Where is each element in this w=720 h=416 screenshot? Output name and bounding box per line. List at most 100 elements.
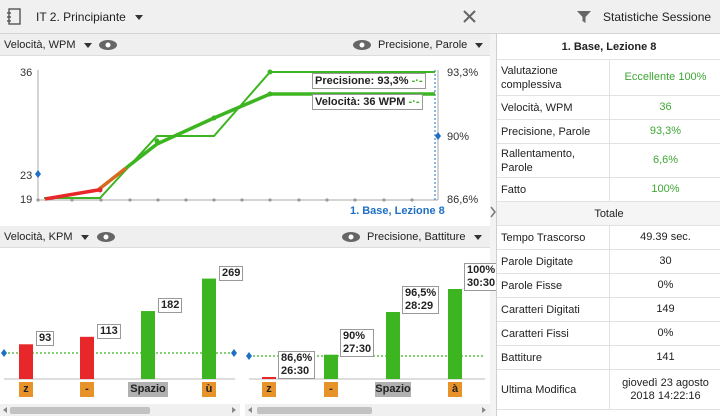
stats-row: Fatto 100% [497,178,720,202]
stats-row-value: 93,3% [609,120,720,143]
keystroke-key-3: à [448,382,462,397]
left-tick-36: 36 [20,67,32,79]
left-tick-23: 23 [20,170,32,182]
kpm-metric-selector[interactable]: Velocità, KPM [4,231,89,243]
filter-icon[interactable] [576,9,592,25]
close-icon[interactable] [463,10,476,23]
accuracy-tooltip-text: Precisione: 93,3% [315,75,409,87]
keystroke-scrollbar[interactable] [245,404,490,416]
keystroke-bar-1 [324,354,338,379]
accuracy-tooltip: Precisione: 93,3% -·- [312,73,426,89]
right-tick-86: 86,6% [447,194,478,206]
kpm-scrollbar[interactable] [0,404,240,416]
totals-row-value: 49.39 sec. [609,226,720,249]
speed-accuracy-line-chart: 36 23 19 93,3% 90% 86,6% 1. Base, Lezion… [20,67,478,217]
scroll-left-icon[interactable] [2,406,8,414]
eye-icon[interactable] [98,39,118,51]
speed-tooltip: Velocità: 36 WPM -·- [312,94,423,110]
keystroke-key-2: Spazio [375,382,411,397]
kpm-metric-label: Velocità, KPM [4,231,73,243]
totals-row: Caratteri Digitati 149 [497,298,720,322]
left-tick-19: 19 [20,194,32,206]
scroll-right-icon[interactable] [481,406,487,414]
totals-row-key: Parole Digitate [501,255,574,268]
kpm-chart-plot [1,278,237,380]
eye-icon[interactable] [352,39,372,51]
kpm-value-label-2: 182 [158,298,183,314]
accuracy-point [267,69,273,75]
totals-header-label: Totale [594,208,624,220]
keys-chart-toolbar: Velocità, KPM Precisione, Battiture [0,226,490,248]
kpm-key-3: ù [202,382,216,397]
totals-row: Ultima Modifica giovedì 23 agosto 2018 14… [497,370,720,410]
stats-row: Precisione, Parole 93,3% [497,120,720,144]
keystroke-scroll-thumb[interactable] [257,407,372,414]
kpm-bar-0 [19,344,33,379]
kpm-key-0: z [19,382,33,397]
chevron-down-icon [135,15,144,21]
kpm-value-label-1: 113 [97,323,121,339]
session-stats-panel: 1. Base, Lezione 8 Valutazione complessi… [496,34,720,416]
collapse-arrow-icon[interactable] [489,206,497,218]
totals-row: Battiture 141 [497,346,720,370]
top-toolbar: IT 2. Principiante Statistiche Sessione [0,0,720,34]
scroll-left-icon[interactable] [247,406,253,414]
totals-row-key: Parole Fisse [501,279,563,292]
keystroke-bar-3 [448,289,462,379]
eye-icon[interactable] [96,231,116,243]
stats-row-value: Eccellente 100% [609,60,720,95]
keystroke-value-label-0: 86,6% 26:30 [278,351,316,379]
speed-metric-label: Velocità, WPM [4,39,76,51]
totals-row-value: 30 [609,250,720,273]
kpm-bar-2 [141,311,155,379]
kpm-bar-chart: 93 z 113 - 182 Spazio 269 ù [0,249,244,416]
stats-selector[interactable]: Statistiche Sessione [603,10,720,24]
stats-row: Valutazione complessiva Eccellente 100% [497,60,720,96]
totals-row-value: 141 [609,346,720,369]
stats-row-key: Velocità, WPM [501,101,573,114]
kpm-key-1: - [80,382,94,397]
eye-icon[interactable] [341,231,361,243]
right-tick-90: 90% [447,131,469,143]
keystroke-bar-2 [386,311,400,379]
stats-row-value: 6,6% [609,144,720,177]
stats-row-key: Fatto [501,183,527,196]
keystroke-metric-selector[interactable]: Precisione, Battiture [367,231,482,243]
keystroke-metric-label: Precisione, Battiture [367,231,466,243]
keystroke-key-0: z [262,382,276,397]
chevron-down-icon [83,42,92,48]
notebook-icon [7,8,21,25]
right-axis-marker [435,132,441,140]
speed-metric-selector[interactable]: Velocità, WPM [4,39,92,51]
keystroke-ratio-2: 28:29 [405,299,434,312]
kpm-bars [19,278,216,379]
keystroke-percent-3: 100% [467,264,496,276]
lesson-selector[interactable]: IT 2. Principiante [36,10,144,24]
totals-row-value: giovedì 23 agosto 2018 14:22:16 [609,370,720,409]
totals-row-value: 0% [609,322,720,345]
stats-row-key: Rallentamento, Parole [501,147,575,174]
lesson-marker-label: 1. Base, Lezione 8 [350,205,445,217]
lesson-selector-label: IT 2. Principiante [36,10,126,24]
totals-row-value: 0% [609,274,720,297]
keystroke-percent-2: 96,5% [405,286,437,299]
kpm-scroll-thumb[interactable] [10,407,150,414]
totals-row-key: Caratteri Fissi [501,327,569,340]
accuracy-metric-selector[interactable]: Precisione, Parole [378,39,484,51]
keystroke-bars [262,289,462,379]
keystroke-bar-0 [262,377,276,379]
chevron-down-icon [80,234,89,240]
totals-row: Parole Fisse 0% [497,274,720,298]
totals-row-value: 149 [609,298,720,321]
speed-point [267,91,273,97]
speed-line-orange [96,166,128,192]
scroll-right-icon[interactable] [231,406,237,414]
kpm-value-label-0: 93 [36,331,55,347]
totals-row-key: Battiture [501,351,542,364]
keystroke-value-label-2: 96,5% 28:29 [402,285,440,314]
panel-splitter[interactable] [490,34,496,416]
totals-row: Tempo Trascorso 49.39 sec. [497,226,720,250]
stats-row: Rallentamento, Parole 6,6% [497,144,720,178]
totals-row-key: Tempo Trascorso [501,231,586,244]
left-axis-marker [35,170,41,178]
